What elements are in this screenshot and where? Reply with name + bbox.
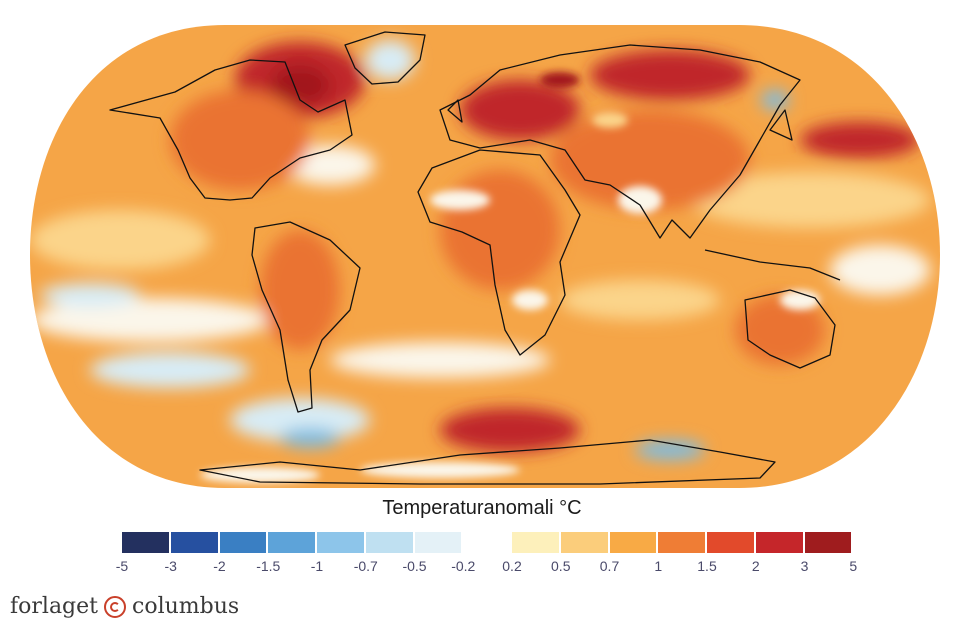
legend-swatch — [560, 532, 608, 553]
coastline-antarctica — [199, 439, 776, 485]
legend-title: Temperaturanomali °C — [382, 497, 582, 519]
legend-tick-label: 1 — [654, 558, 663, 574]
publisher-name-right: columbus — [132, 594, 240, 619]
coastline-indonesia — [704, 249, 841, 281]
publisher-name-left: forlaget — [10, 594, 98, 619]
coastline-north-america — [109, 59, 353, 201]
color-legend: -5 -3 -2 -1.5 -1 -0.7 -0.5 -0.2 0.2 0.5 0.7 1 1.5 2 3 5 — [0, 532, 964, 582]
anomaly-detail — [200, 72, 820, 483]
coastline-japan — [769, 109, 793, 141]
legend-swatch — [755, 532, 803, 553]
legend-swatch — [804, 532, 852, 553]
coastline-eurasia — [439, 44, 801, 239]
legend-tick-label: 1.5 — [697, 558, 717, 574]
coastline-australia — [744, 289, 836, 369]
legend-swatch — [658, 532, 705, 553]
legend-tick-label: -1 — [310, 558, 324, 574]
coastline-south-america — [251, 221, 361, 413]
legend-tick-label: -0.7 — [353, 558, 378, 574]
legend-swatch — [219, 532, 267, 553]
legend-tick-label: 0.7 — [599, 558, 620, 574]
legend-swatch — [365, 532, 413, 553]
legend-swatch — [122, 532, 169, 553]
legend-swatch — [414, 532, 462, 553]
legend-tick-label: 2 — [751, 558, 760, 574]
legend-tick-label: 0.2 — [502, 558, 522, 574]
legend-swatch — [463, 532, 510, 553]
coastline-africa — [417, 149, 581, 356]
anomaly-field — [30, 25, 940, 488]
legend-swatch — [609, 532, 657, 553]
legend-tick-label: -3 — [164, 558, 177, 574]
legend-tick-label: -5 — [115, 558, 129, 574]
legend-tick-label: 3 — [800, 558, 809, 574]
legend-swatch — [170, 532, 218, 553]
legend-tick-label: -0.5 — [402, 558, 427, 574]
legend-swatch — [317, 532, 364, 553]
legend-tick-label: -1.5 — [256, 558, 281, 574]
legend-tick-label: -0.2 — [451, 558, 476, 574]
world-temperature-anomaly-map — [30, 25, 940, 488]
anomaly-patches — [30, 40, 930, 460]
coastlines — [109, 31, 841, 485]
coastline-greenland — [344, 31, 426, 85]
coastline-uk — [447, 99, 463, 123]
copyright-circle-icon — [104, 595, 126, 618]
legend-swatch — [268, 532, 315, 553]
legend-tick-label: -2 — [213, 558, 226, 574]
legend-tick-label: 5 — [849, 558, 858, 574]
legend-tick-label: 0.5 — [551, 558, 571, 574]
legend-swatch — [707, 532, 754, 553]
legend-swatch — [512, 532, 559, 553]
publisher-logo: forlaget columbus — [10, 594, 239, 619]
